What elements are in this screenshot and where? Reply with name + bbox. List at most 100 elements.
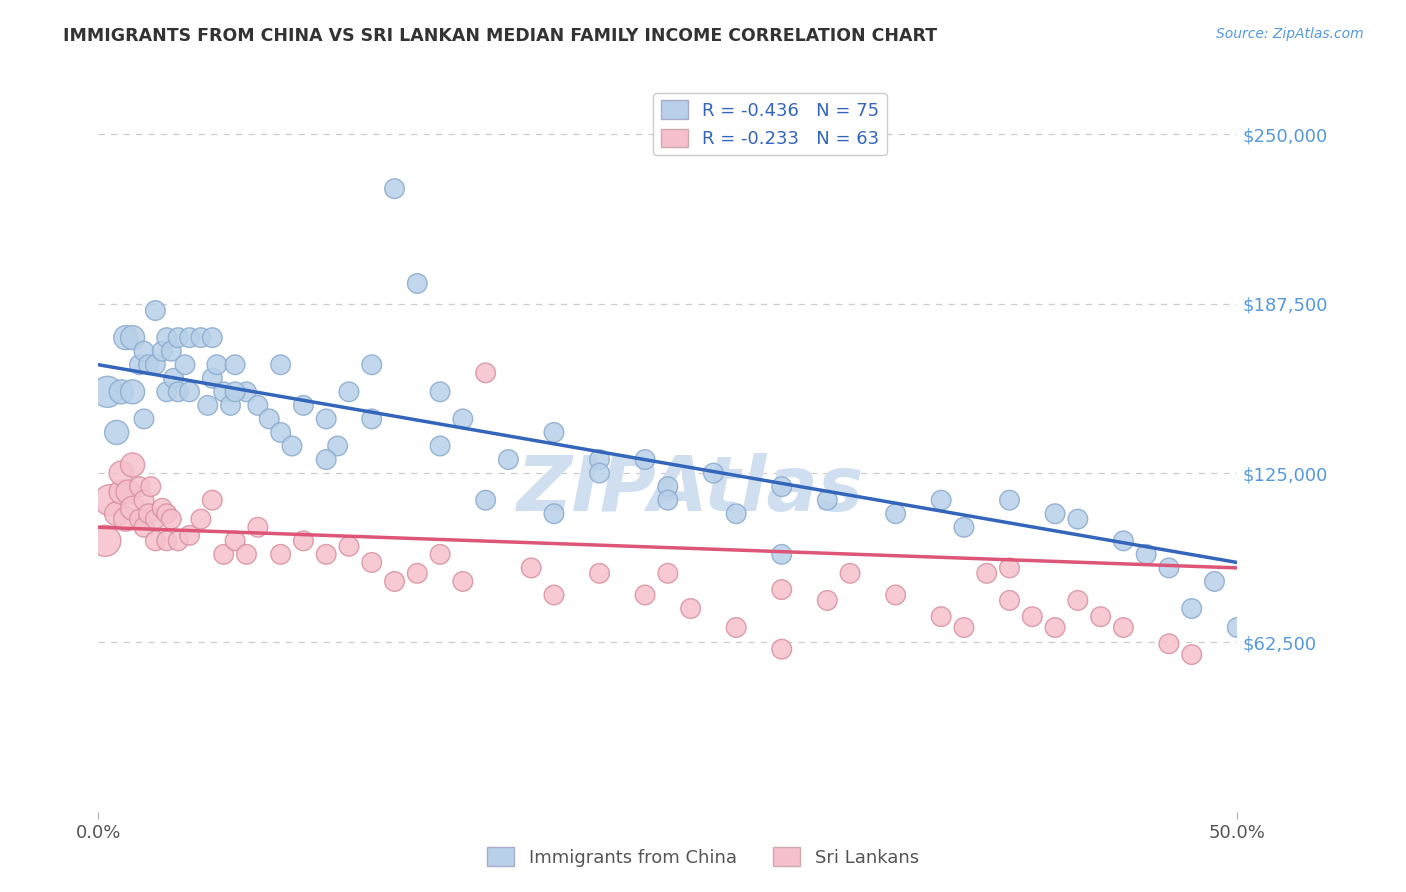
Point bbox=[179, 331, 201, 345]
Point bbox=[657, 566, 679, 581]
Point bbox=[815, 593, 838, 607]
Point bbox=[270, 547, 292, 561]
Point bbox=[98, 493, 121, 508]
Point bbox=[770, 582, 793, 597]
Point bbox=[406, 566, 429, 581]
Point bbox=[1090, 609, 1112, 624]
Point bbox=[1181, 601, 1204, 615]
Point bbox=[679, 601, 702, 615]
Point bbox=[725, 620, 748, 634]
Point bbox=[1067, 512, 1090, 526]
Point bbox=[384, 574, 406, 589]
Point bbox=[588, 566, 610, 581]
Point bbox=[270, 425, 292, 440]
Point bbox=[128, 512, 150, 526]
Point bbox=[1226, 620, 1249, 634]
Point bbox=[132, 520, 155, 534]
Point bbox=[162, 371, 184, 385]
Point bbox=[360, 358, 382, 372]
Point bbox=[156, 384, 179, 399]
Point bbox=[998, 493, 1021, 508]
Point bbox=[588, 466, 610, 480]
Point bbox=[451, 574, 474, 589]
Point bbox=[179, 384, 201, 399]
Text: ZIPAtlas: ZIPAtlas bbox=[517, 453, 865, 527]
Point bbox=[1112, 533, 1135, 548]
Point bbox=[132, 493, 155, 508]
Point bbox=[179, 528, 201, 542]
Point bbox=[167, 331, 190, 345]
Point bbox=[156, 507, 179, 521]
Point bbox=[1112, 620, 1135, 634]
Point bbox=[117, 485, 139, 500]
Point bbox=[224, 533, 246, 548]
Point bbox=[167, 533, 190, 548]
Point bbox=[121, 501, 143, 516]
Point bbox=[145, 303, 167, 318]
Point bbox=[498, 452, 520, 467]
Point bbox=[121, 384, 143, 399]
Point bbox=[337, 539, 360, 553]
Point bbox=[201, 331, 224, 345]
Point bbox=[770, 480, 793, 494]
Point bbox=[145, 512, 167, 526]
Point bbox=[105, 507, 128, 521]
Text: IMMIGRANTS FROM CHINA VS SRI LANKAN MEDIAN FAMILY INCOME CORRELATION CHART: IMMIGRANTS FROM CHINA VS SRI LANKAN MEDI… bbox=[63, 27, 938, 45]
Point bbox=[474, 366, 496, 380]
Point bbox=[114, 512, 136, 526]
Point bbox=[315, 412, 337, 426]
Point bbox=[634, 452, 657, 467]
Point bbox=[128, 480, 150, 494]
Point bbox=[235, 384, 257, 399]
Point bbox=[150, 344, 173, 359]
Point bbox=[224, 358, 246, 372]
Point bbox=[429, 547, 451, 561]
Point bbox=[953, 620, 976, 634]
Point bbox=[657, 493, 679, 508]
Point bbox=[588, 452, 610, 467]
Point bbox=[884, 507, 907, 521]
Point bbox=[337, 384, 360, 399]
Point bbox=[246, 520, 269, 534]
Point bbox=[132, 344, 155, 359]
Point bbox=[190, 331, 212, 345]
Point bbox=[219, 398, 242, 412]
Point bbox=[201, 371, 224, 385]
Point bbox=[205, 358, 228, 372]
Point bbox=[543, 425, 565, 440]
Point bbox=[145, 533, 167, 548]
Point bbox=[884, 588, 907, 602]
Point bbox=[839, 566, 862, 581]
Point bbox=[998, 593, 1021, 607]
Point bbox=[326, 439, 349, 453]
Point bbox=[197, 398, 219, 412]
Point bbox=[315, 547, 337, 561]
Point bbox=[110, 466, 132, 480]
Point bbox=[174, 358, 197, 372]
Point bbox=[702, 466, 724, 480]
Point bbox=[1043, 507, 1066, 521]
Point bbox=[121, 331, 143, 345]
Point bbox=[953, 520, 976, 534]
Point bbox=[520, 561, 543, 575]
Legend: Immigrants from China, Sri Lankans: Immigrants from China, Sri Lankans bbox=[479, 840, 927, 874]
Point bbox=[139, 480, 162, 494]
Point bbox=[235, 547, 257, 561]
Point bbox=[110, 384, 132, 399]
Point bbox=[1181, 648, 1204, 662]
Point bbox=[246, 398, 269, 412]
Point bbox=[160, 344, 183, 359]
Point bbox=[815, 493, 838, 508]
Point bbox=[429, 439, 451, 453]
Point bbox=[1157, 561, 1180, 575]
Point bbox=[94, 533, 117, 548]
Point bbox=[976, 566, 998, 581]
Point bbox=[998, 561, 1021, 575]
Point bbox=[929, 609, 952, 624]
Point bbox=[270, 358, 292, 372]
Point bbox=[292, 398, 315, 412]
Point bbox=[1204, 574, 1226, 589]
Point bbox=[281, 439, 304, 453]
Point bbox=[406, 277, 429, 291]
Point bbox=[138, 507, 160, 521]
